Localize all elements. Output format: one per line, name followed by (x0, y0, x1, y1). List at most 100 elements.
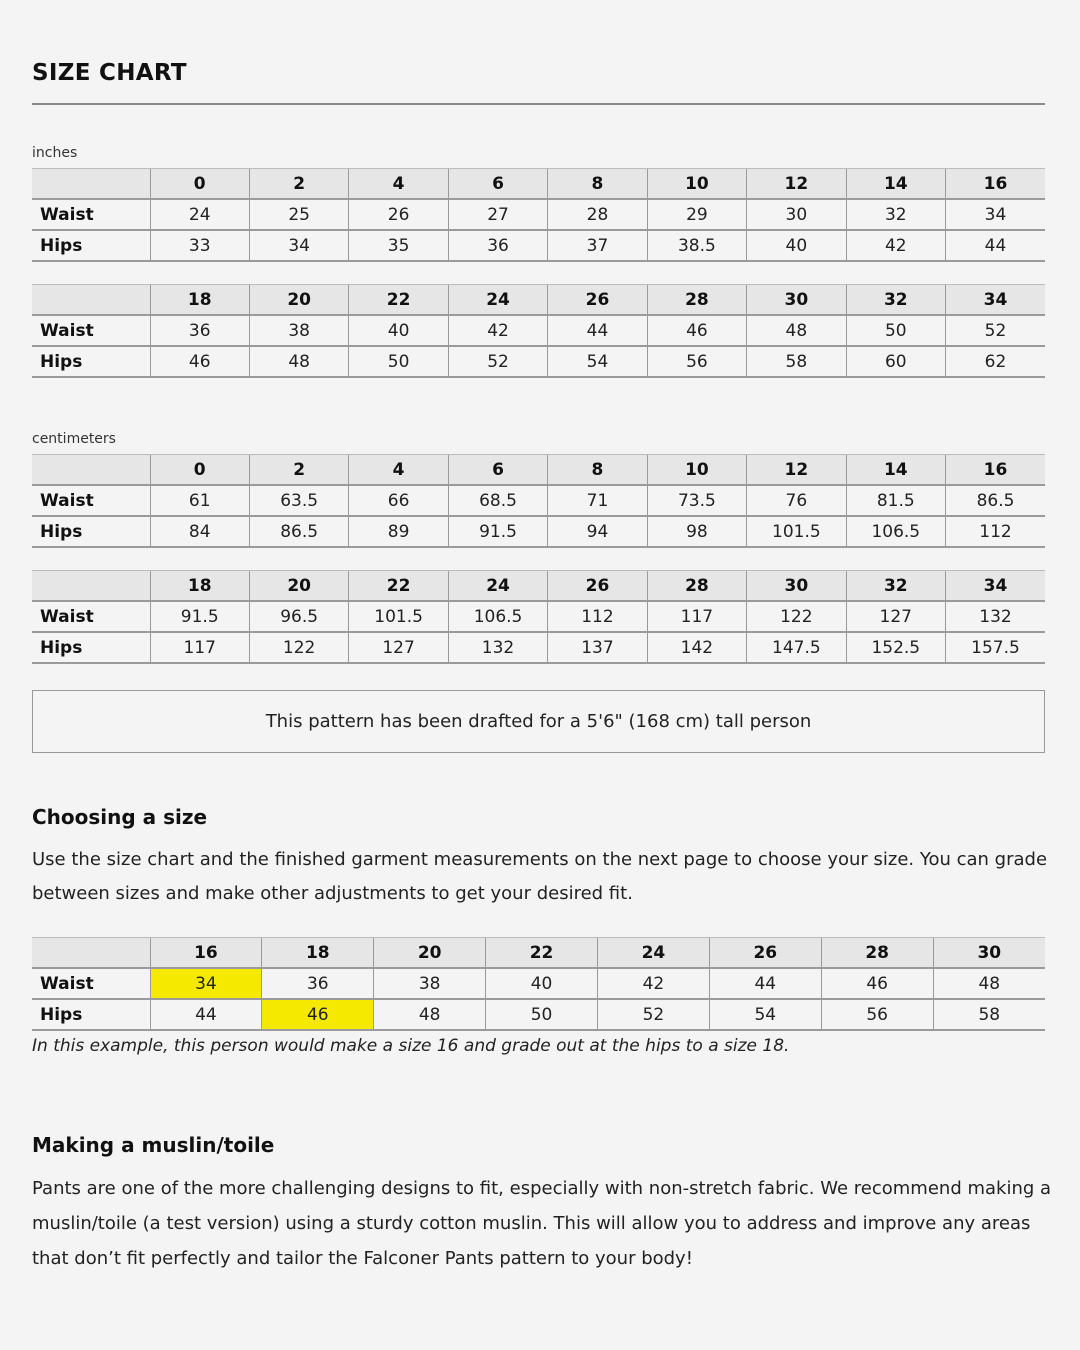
value-cell: 157.5 (945, 632, 1045, 664)
size-header-row: 0 2 4 6 8 10 12 14 16 (32, 168, 1045, 200)
size-header-cell: 20 (248, 284, 349, 316)
value-cell: 38 (373, 968, 486, 1000)
value-cell: 34 (945, 199, 1045, 231)
value-cell: 42 (597, 968, 710, 1000)
value-cell: 26 (348, 199, 449, 231)
size-header-cell: 20 (373, 937, 486, 969)
row-label: Hips (32, 230, 150, 262)
value-cell: 25 (248, 199, 349, 231)
size-header-cell: 24 (597, 937, 710, 969)
value-cell: 50 (348, 346, 449, 378)
value-cell: 50 (845, 315, 946, 347)
value-cell: 81.5 (845, 485, 946, 517)
value-cell: 48 (248, 346, 349, 378)
centimeters-table-1: 0 2 4 6 8 10 12 14 16 Waist 61 63.5 66 68.5 71 73.5 76 81… (32, 454, 1045, 548)
size-header-cell: 28 (646, 284, 747, 316)
value-cell: 68.5 (447, 485, 548, 517)
example-table: 16 18 20 22 24 26 28 30 Waist 34 36 38 40 42 44 46 48 Hip… (32, 937, 1045, 1031)
value-cell: 117 (149, 632, 250, 664)
value-cell: 46 (149, 346, 250, 378)
value-cell: 86.5 (248, 516, 349, 548)
size-header-row: 16 18 20 22 24 26 28 30 (32, 937, 1045, 969)
measurement-row-hips: Hips 44 46 48 50 52 54 56 58 (32, 999, 1045, 1031)
value-cell: 28 (547, 199, 648, 231)
size-header-cell: 18 (149, 570, 250, 602)
example-caption: In this example, this person would make … (32, 1036, 790, 1056)
value-cell: 48 (932, 968, 1045, 1000)
size-header-cell: 28 (820, 937, 934, 969)
value-cell: 101.5 (348, 601, 449, 633)
value-cell: 132 (945, 601, 1045, 633)
size-header-cell: 8 (547, 454, 648, 486)
value-cell: 84 (149, 516, 250, 548)
row-label: Hips (32, 516, 150, 548)
measurement-row-waist: Waist 34 36 38 40 42 44 46 48 (32, 968, 1045, 1000)
size-header-cell: 20 (248, 570, 349, 602)
size-header-cell: 26 (708, 937, 822, 969)
size-header-cell: 22 (485, 937, 598, 969)
value-cell: 48 (746, 315, 847, 347)
highlighted-cell: 34 (149, 968, 262, 1000)
size-header-cell: 16 (149, 937, 262, 969)
value-cell: 94 (547, 516, 648, 548)
value-cell: 66 (348, 485, 449, 517)
value-cell: 89 (348, 516, 449, 548)
value-cell: 37 (547, 230, 648, 262)
value-cell: 44 (149, 999, 262, 1031)
corner-cell (32, 168, 150, 200)
size-header-cell: 22 (348, 570, 449, 602)
value-cell: 101.5 (746, 516, 847, 548)
value-cell: 117 (646, 601, 747, 633)
value-cell: 52 (597, 999, 710, 1031)
size-header-cell: 30 (746, 570, 847, 602)
value-cell: 50 (485, 999, 598, 1031)
value-cell: 127 (348, 632, 449, 664)
size-header-row: 18 20 22 24 26 28 30 32 34 (32, 284, 1045, 316)
size-header-row: 18 20 22 24 26 28 30 32 34 (32, 570, 1045, 602)
measurement-row-hips: Hips 117 122 127 132 137 142 147.5 152.5 157.5 (32, 632, 1045, 664)
row-label: Hips (32, 346, 150, 378)
size-header-cell: 8 (547, 168, 648, 200)
size-header-cell: 10 (646, 454, 747, 486)
value-cell: 122 (746, 601, 847, 633)
value-cell: 44 (708, 968, 822, 1000)
inches-table-2: 18 20 22 24 26 28 30 32 34 Waist 36 38 40 42 44 46 48 50 5… (32, 284, 1045, 378)
value-cell: 71 (547, 485, 648, 517)
size-header-cell: 30 (746, 284, 847, 316)
value-cell: 29 (646, 199, 747, 231)
size-header-cell: 24 (447, 284, 548, 316)
row-label: Hips (32, 999, 150, 1031)
size-header-cell: 34 (945, 284, 1045, 316)
size-header-cell: 10 (646, 168, 747, 200)
value-cell: 24 (149, 199, 250, 231)
size-header-cell: 12 (746, 454, 847, 486)
value-cell: 52 (447, 346, 548, 378)
title-divider (32, 103, 1045, 105)
size-header-cell: 32 (845, 570, 946, 602)
size-header-cell: 4 (348, 454, 449, 486)
value-cell: 40 (746, 230, 847, 262)
measurement-row-waist: Waist 91.5 96.5 101.5 106.5 112 117 122 127 132 (32, 601, 1045, 633)
value-cell: 40 (485, 968, 598, 1000)
size-header-cell: 12 (746, 168, 847, 200)
size-header-cell: 30 (932, 937, 1045, 969)
value-cell: 106.5 (447, 601, 548, 633)
size-header-cell: 4 (348, 168, 449, 200)
value-cell: 62 (945, 346, 1045, 378)
value-cell: 44 (945, 230, 1045, 262)
size-header-cell: 0 (149, 168, 250, 200)
value-cell: 56 (820, 999, 934, 1031)
value-cell: 38.5 (646, 230, 747, 262)
size-header-cell: 0 (149, 454, 250, 486)
size-header-cell: 6 (447, 454, 548, 486)
value-cell: 46 (646, 315, 747, 347)
value-cell: 147.5 (746, 632, 847, 664)
inches-label: inches (32, 145, 78, 161)
centimeters-table-2: 18 20 22 24 26 28 30 32 34 Waist 91.5 96.5 101.5 106.… (32, 570, 1045, 664)
row-label: Waist (32, 199, 150, 231)
value-cell: 96.5 (248, 601, 349, 633)
corner-cell (32, 570, 150, 602)
value-cell: 91.5 (447, 516, 548, 548)
value-cell: 34 (248, 230, 349, 262)
value-cell: 112 (945, 516, 1045, 548)
